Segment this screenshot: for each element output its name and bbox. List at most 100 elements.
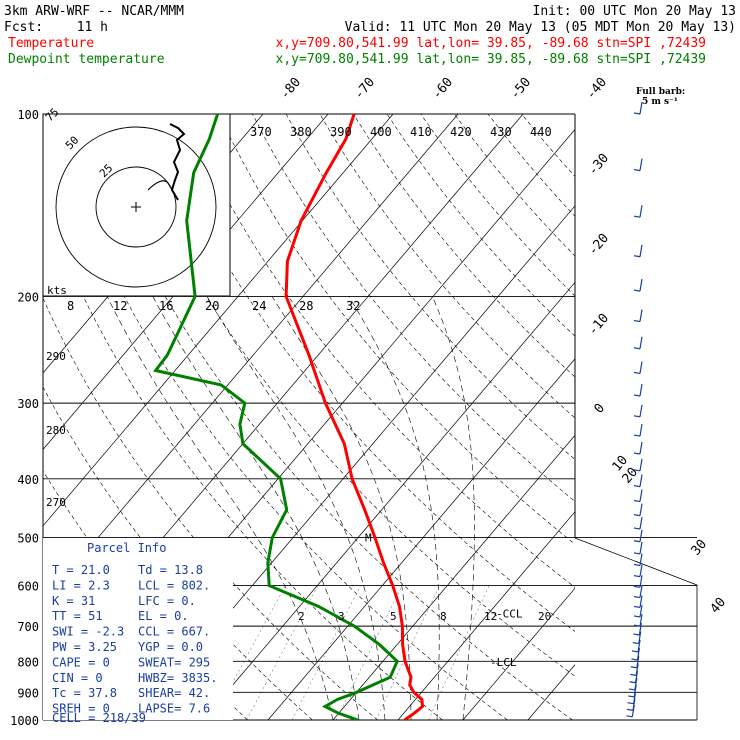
wind-barb [633,614,643,627]
parcel-cell: CELL = 218/39 [52,711,146,725]
wind-barb [633,404,643,418]
dry-adiabat [218,114,575,545]
wind-barb [633,205,643,218]
dry-adiabat [386,114,575,337]
pressure-label: 800 [17,655,39,669]
parcel-row-right: SHEAR= 42. [138,686,210,700]
isotherm-line [397,511,575,720]
wind-barb [633,585,643,599]
parcel-row-right: EL = 0. [138,609,189,623]
parcel-row-right: Td = 13.8 [138,563,203,577]
wind-barb [631,639,641,653]
isotherm-line [43,114,459,603]
isotherm-label: -50 [508,75,535,103]
wind-barb [632,631,642,645]
hodo-center [131,202,141,212]
parcel-row-left: SWI = -2.3 [52,625,124,639]
mixing-ratio-line [428,585,490,720]
mixing-ratio-label: 20 [538,610,551,623]
mixing-ratio-label: 8 [440,610,447,623]
dry-adiabat [420,114,575,297]
isotherm-label: -40 [584,75,611,103]
dewpoint-legend-label: Dewpoint temperature [8,52,165,67]
isotherm-line [462,587,575,720]
isotherm-label: -70 [352,75,379,103]
hodo-speed-label: 32 [346,299,360,313]
wind-barb [633,101,643,115]
init-time: Init: 00 UTC Mon 20 May 13 [533,4,737,19]
wind-barb [633,423,643,437]
parcel-row-right: LAPSE= 7.6 [138,702,210,716]
parcel-row-left: K = 31 [52,594,95,608]
isotherm-label: -10 [586,311,613,339]
curves-clip [152,114,425,720]
wind-barb [633,361,643,375]
isotherm-line [43,114,394,527]
wind-barb [631,647,641,661]
wind-barb [633,441,643,455]
wind-barb [633,622,642,636]
theta-label: 400 [370,125,392,139]
theta-label: 420 [450,125,472,139]
isotherm-line [332,434,575,720]
hodo-speed-label: 28 [299,299,313,313]
parcel-row-right: SWEAT= 295 [138,655,210,669]
wind-barb [633,489,643,503]
wind-barbs [626,101,643,718]
hodo-units: kts [47,284,67,297]
wind-barb [633,309,643,323]
hodo-trace [169,123,186,201]
parcel-row-right: LCL = 802. [138,578,210,592]
barb-legend-units: 5 m s⁻¹ [642,97,678,107]
theta-label: 440 [530,125,552,139]
mixing-ratio-line [335,585,403,720]
dry-adiabat [285,114,575,460]
theta-label: 370 [250,125,272,139]
pressure-label: 600 [17,580,39,594]
wind-barb [633,336,643,350]
isotherm-line [202,281,575,720]
wind-barb [633,541,643,555]
wind-barb [633,279,643,292]
wind-barb [633,158,643,172]
mixing-ratio-label: 5 [390,610,397,623]
mixing-ratio-line [375,585,440,720]
annotation-label: M [365,532,372,545]
parcel-row-left: SREH = 0 [52,702,110,716]
theta-label: 410 [410,125,432,139]
pressure-label: 500 [17,532,39,546]
annotation-label: -LCL [490,656,517,669]
moist-adiabat [206,296,386,720]
isotherm-line [267,358,575,720]
dry-adiabat [319,114,575,419]
sounding-curves [152,114,425,720]
parcel-row-left: T = 21.0 [52,563,110,577]
parcel-row-right: YGP = 0.0 [138,640,203,654]
hodo-ring [95,166,177,248]
isotherm-line [0,114,3,720]
parcel-row-left: CAPE = 0 [52,655,110,669]
dry-adiabat [83,114,573,720]
hodo-trace-low [147,180,176,196]
theta-label: 380 [290,125,312,139]
wind-barb [630,655,640,669]
isotherm-label: -30 [586,151,613,179]
mixing-ratio-label: 3 [338,610,345,623]
isotherm-label: -80 [278,75,305,103]
hodo-ring [55,126,217,288]
wind-barb [633,516,643,530]
dry-adiabat [353,114,575,378]
fcst-label: Fcst: [4,20,43,35]
parcel-row-left: CIN = 0 [52,671,103,685]
parcel-info-title: Parcel Info [87,541,166,555]
wind-barb [633,604,643,618]
pressure-label: 1000 [10,714,39,728]
annotation-label: -CCL [496,607,523,620]
dry-adiabat [521,114,575,177]
isotherm-line [593,114,740,720]
isotherm-line [527,664,575,720]
isotherm-label: 40 [708,595,730,617]
parcel-info-panel: Parcel Info T = 21.0 Td = 13.8 LI = 2.3 LCL… [43,538,233,725]
theta-left-label: 280 [46,424,66,437]
fcst-value: 11 h [77,20,108,35]
